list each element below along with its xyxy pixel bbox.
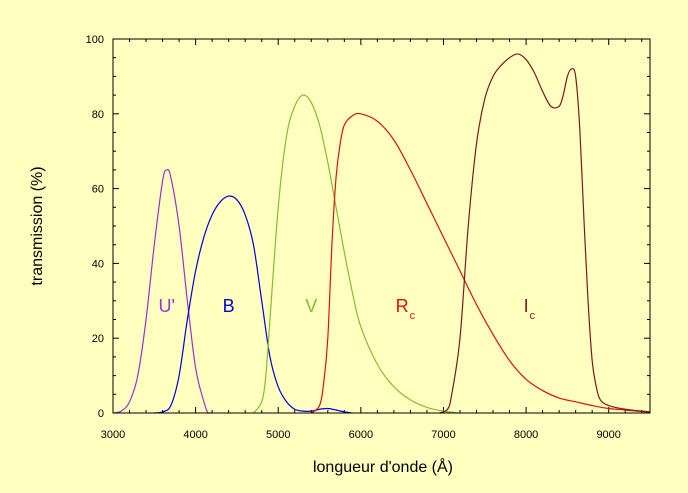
x-axis-title: longueur d'onde (Å) xyxy=(313,457,453,476)
ticks-layer: 3000 4000 5000 6000 7000 8000 9000 0 20 40 60 80 100 xyxy=(86,34,650,441)
series-line-rc xyxy=(310,112,651,414)
band-label-subscript: c xyxy=(410,310,416,322)
band-label-b: B xyxy=(223,296,235,316)
band-label-u: U' xyxy=(158,296,174,316)
plot-frame xyxy=(112,38,651,414)
y-axis-title: transmission (%) xyxy=(29,166,46,285)
band-label-ic: I xyxy=(524,296,529,316)
band-label-subscript: c xyxy=(530,310,536,322)
series-line-ic xyxy=(439,53,651,414)
series-line-b xyxy=(154,195,353,414)
band-label-rc: R xyxy=(396,296,409,316)
y-tick-label: 60 xyxy=(92,184,104,196)
y-tick-label: 40 xyxy=(92,258,104,270)
series-line-v xyxy=(252,94,461,414)
y-tick-label: 0 xyxy=(98,408,104,420)
series-line-u xyxy=(112,168,213,414)
x-tick-label: 9000 xyxy=(596,429,620,441)
x-tick-label: 8000 xyxy=(514,429,538,441)
y-tick-label: 20 xyxy=(92,333,104,345)
x-tick-label: 5000 xyxy=(266,429,290,441)
x-tick-label: 4000 xyxy=(183,429,207,441)
y-tick-label: 80 xyxy=(92,109,104,121)
band-label-v: V xyxy=(305,296,317,316)
series-layer xyxy=(112,53,651,414)
x-tick-label: 6000 xyxy=(349,429,373,441)
x-tick-label: 7000 xyxy=(431,429,455,441)
x-tick-label: 3000 xyxy=(101,429,125,441)
y-tick-label: 100 xyxy=(86,34,104,46)
